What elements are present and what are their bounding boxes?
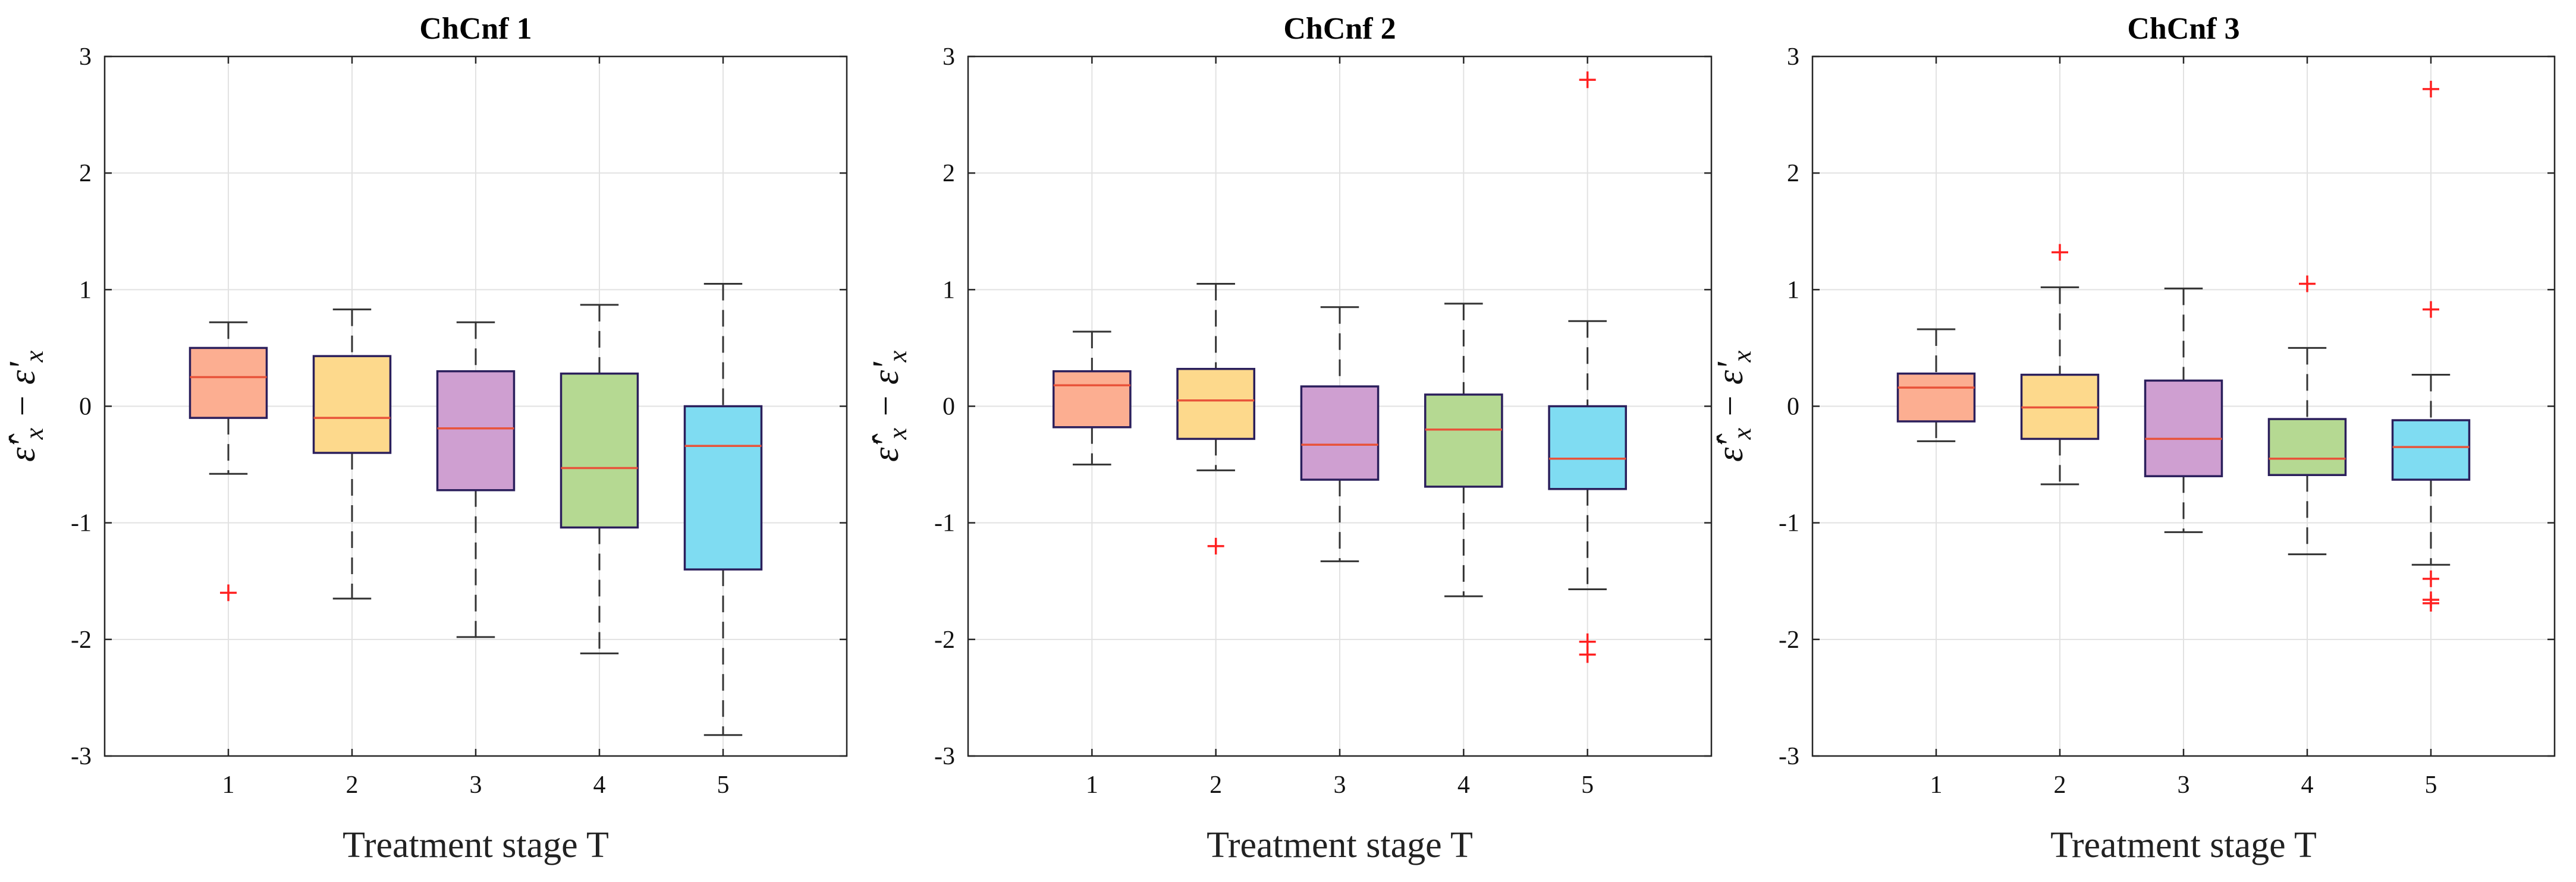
chart-title: ChCnf 2 [1283, 12, 1396, 46]
box-stage-3 [436, 370, 516, 492]
box-stage-1 [189, 346, 268, 419]
x-tick-label: 5 [1581, 771, 1594, 799]
ylabel-epsilon: ε [1710, 370, 1751, 385]
chart-panel-2: -3 -2 -1 0 1 2 3 1 2 3 4 5 ChCnf 2 Treatment stage T ε… [866, 12, 1713, 865]
ylabel-subscript-2: x [1727, 350, 1757, 363]
outlier-marker [220, 584, 237, 601]
outlier-marker [2423, 595, 2439, 612]
outlier-marker [1207, 537, 1224, 555]
x-tick-label: 5 [2425, 771, 2437, 799]
x-tick-label: 3 [2178, 771, 2190, 799]
x-axis-label: Treatment stage T [1207, 825, 1473, 865]
chart-title: ChCnf 3 [2127, 12, 2239, 46]
box-stage-1 [1896, 372, 1976, 423]
y-tick-label: -1 [71, 510, 92, 537]
box-stage-1 [1053, 370, 1132, 429]
y-tick-label: -2 [934, 626, 955, 654]
x-tick-label: 5 [717, 771, 730, 799]
x-tick-label: 1 [222, 771, 235, 799]
box-stage-5 [1548, 405, 1627, 490]
chart-title: ChCnf 1 [419, 12, 532, 46]
y-tick-label: 3 [79, 43, 92, 71]
ylabel-subscript: x [1727, 427, 1757, 440]
x-axis-label: Treatment stage T [2050, 825, 2317, 865]
box-stage-5 [2391, 419, 2471, 481]
box-stage-5 [683, 405, 763, 571]
x-tick-label: 3 [470, 771, 482, 799]
x-axis-label: Treatment stage T [343, 825, 609, 865]
y-tick-label: 3 [943, 43, 955, 71]
ylabel-prime-2: ' [1710, 361, 1751, 370]
outlier-marker [2052, 244, 2068, 261]
box-stage-4 [1424, 393, 1503, 488]
y-axis-label: ε̂'x − ε'x [2, 350, 49, 462]
ylabel-minus: − [2, 385, 43, 428]
y-tick-label: 1 [79, 276, 92, 304]
y-tick-label: -3 [1779, 743, 1799, 770]
x-tick-label: 2 [346, 771, 359, 799]
y-tick-label: 2 [79, 160, 92, 187]
chart-panel-3: -3 -2 -1 0 1 2 3 1 2 3 4 5 ChCnf 3 Treatment stage T ε… [1710, 12, 2556, 865]
ylabel-subscript-2: x [883, 350, 912, 363]
box-stage-3 [2144, 379, 2223, 477]
ylabel-prime-2: ' [2, 361, 43, 370]
x-tick-label: 4 [1457, 771, 1470, 799]
y-tick-label: 2 [943, 160, 955, 187]
y-tick-label: -2 [71, 626, 92, 654]
box-stage-2 [312, 355, 392, 454]
ylabel-subscript: x [20, 427, 49, 440]
y-tick-label: -2 [1779, 626, 1799, 654]
ylabel-prime: ' [2, 439, 43, 448]
x-tick-label: 4 [593, 771, 606, 799]
outlier-marker [1579, 646, 1596, 663]
ylabel-minus: − [866, 385, 906, 428]
box-stage-4 [2267, 418, 2347, 476]
y-tick-label: -3 [71, 743, 92, 770]
y-tick-label: 3 [1787, 43, 1799, 71]
y-tick-label: 2 [1787, 160, 1799, 187]
y-tick-label: 1 [1787, 276, 1799, 304]
box-stage-3 [1300, 385, 1380, 481]
outlier-marker [2423, 80, 2439, 97]
ylabel-prime-2: ' [866, 361, 906, 370]
ylabel-prime: ' [866, 439, 906, 448]
ylabel-epsilon: ε [866, 370, 906, 385]
ylabel-subscript-2: x [20, 350, 49, 363]
y-tick-label: 0 [1787, 393, 1799, 421]
y-axis-label: ε̂'x − ε'x [866, 350, 912, 462]
y-tick-label: -3 [934, 743, 955, 770]
x-tick-label: 2 [2054, 771, 2066, 799]
outlier-marker [2299, 275, 2316, 292]
x-tick-label: 2 [1210, 771, 1222, 799]
x-tick-label: 4 [2301, 771, 2314, 799]
ylabel-epsilon: ε [2, 370, 43, 385]
outlier-marker [2423, 301, 2439, 318]
outlier-marker [1579, 71, 1596, 89]
x-tick-label: 1 [1930, 771, 1943, 799]
x-tick-label: 3 [1334, 771, 1346, 799]
box-stage-4 [560, 372, 639, 529]
y-tick-label: 0 [943, 393, 955, 421]
ylabel-prime: ' [1710, 439, 1751, 448]
outlier-marker [2423, 570, 2439, 587]
box-stage-2 [1176, 367, 1256, 440]
ylabel-subscript: x [883, 427, 912, 440]
ylabel-minus: − [1710, 385, 1751, 428]
x-tick-label: 1 [1086, 771, 1098, 799]
y-axis-label: ε̂'x − ε'x [1710, 350, 1757, 462]
y-tick-label: -1 [1779, 510, 1799, 537]
chart-panel-1: -3 -2 -1 0 1 2 3 1 2 3 4 5 ChCnf 1 Treatment stage T ε… [2, 12, 848, 865]
y-tick-label: 1 [943, 276, 955, 304]
y-tick-label: 0 [79, 393, 92, 421]
y-tick-label: -1 [934, 510, 955, 537]
